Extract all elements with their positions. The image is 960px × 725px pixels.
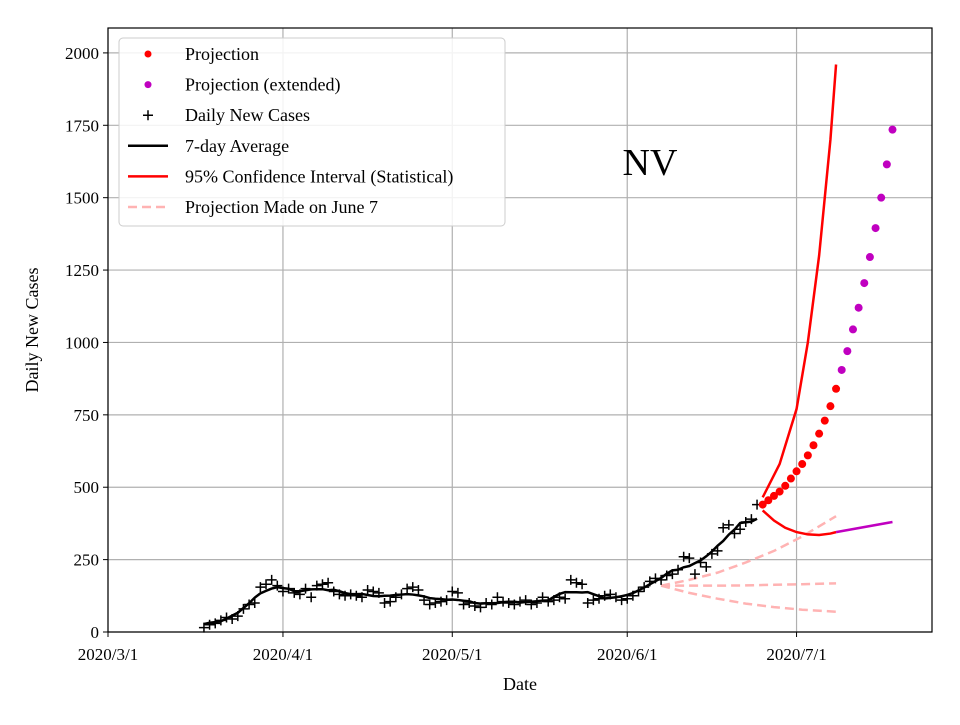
daily-case-point (255, 582, 266, 593)
daily-case-point (701, 561, 712, 572)
y-axis-label: Daily New Cases (22, 268, 42, 393)
daily-case-point (413, 585, 424, 596)
projection-extended-point (871, 224, 880, 233)
projection-point (786, 474, 795, 483)
june7-projection-lower (660, 584, 837, 613)
daily-case-point (317, 579, 328, 590)
y-tick-label: 250 (74, 551, 100, 570)
projection-point (781, 481, 790, 490)
daily-case-point (588, 595, 599, 606)
projection-point (826, 402, 835, 411)
daily-case-point (266, 574, 277, 585)
daily-case-point (351, 590, 362, 601)
legend-label: 95% Confidence Interval (Statistical) (185, 166, 453, 187)
projection-point (809, 441, 818, 450)
projection-extended-point (860, 279, 869, 288)
daily-case-point (362, 585, 373, 596)
daily-case-point (565, 574, 576, 585)
daily-case-point (249, 598, 260, 609)
daily-case-point (407, 582, 418, 593)
daily-case-point (577, 579, 588, 590)
projection-point (832, 384, 841, 393)
ci-upper-line (761, 64, 838, 498)
x-tick-label: 2020/3/1 (78, 645, 138, 664)
daily-case-point (678, 551, 689, 562)
x-axis-label: Date (503, 674, 537, 694)
daily-case-point (582, 598, 593, 609)
daily-case-point (379, 598, 390, 609)
y-tick-label: 1000 (65, 333, 99, 352)
projection-point (803, 451, 812, 460)
daily-case-point (385, 596, 396, 607)
projection-extended-point (837, 365, 846, 374)
projection-extended-point (882, 160, 891, 169)
daily-case-point (560, 593, 571, 604)
projection-extended-point (888, 125, 897, 134)
ticks: 0 250 500 750 1000 1250 1500 1750 2000 2020/3/1 20… (65, 44, 827, 664)
daily-case-point (571, 577, 582, 588)
x-tick-label: 2020/7/1 (766, 645, 826, 664)
daily-case-point (323, 577, 334, 588)
daily-case-point (198, 622, 209, 633)
daily-case-point (531, 598, 542, 609)
daily-case-point (447, 586, 458, 597)
projection-extended-point (848, 325, 857, 334)
daily-case-point (306, 592, 317, 603)
projection-point (775, 487, 784, 496)
june7-projection-upper (660, 515, 837, 587)
daily-case-point (402, 583, 413, 594)
projection-extended-point (843, 347, 852, 356)
projection-point (769, 491, 778, 500)
projection-point (820, 416, 829, 425)
legend-marker-daily (143, 110, 153, 121)
daily-case-point (424, 599, 435, 610)
legend-label: 7-day Average (185, 136, 289, 156)
y-tick-label: 2000 (65, 44, 99, 63)
projection-extended-point (877, 193, 886, 202)
daily-case-point (723, 519, 734, 530)
legend-box (118, 37, 506, 227)
daily-case-point (452, 587, 463, 598)
series (198, 64, 897, 633)
x-tick-label: 2020/5/1 (422, 645, 482, 664)
projection-point (792, 467, 801, 476)
legend-marker-projection (144, 50, 152, 58)
june7-projection-middle (661, 582, 837, 587)
projection-point (798, 460, 807, 469)
daily-case-point (261, 579, 272, 590)
x-tick-label: 2020/4/1 (253, 645, 313, 664)
plot-frame (107, 27, 933, 633)
legend-label: Daily New Cases (185, 105, 310, 125)
daily-case-point (718, 522, 729, 533)
daily-case-point (520, 595, 531, 606)
seven-day-average-line (203, 517, 758, 626)
ci-lower-extended-line (835, 520, 893, 534)
projection-point (758, 500, 767, 509)
daily-case-point (272, 580, 283, 591)
daily-case-point (684, 553, 695, 564)
y-tick-label: 1500 (65, 189, 99, 208)
daily-case-point (735, 524, 746, 535)
chart-title: NV (623, 142, 678, 184)
legend-marker-extended (144, 81, 152, 89)
y-tick-label: 1250 (65, 261, 99, 280)
legend: Projection Projection (extended) Daily New… (118, 37, 506, 227)
legend-label: Projection Made on June 7 (185, 197, 378, 217)
y-tick-label: 500 (74, 478, 100, 497)
legend-label: Projection (extended) (185, 75, 340, 96)
projection-point (764, 496, 773, 505)
projection-point (815, 429, 824, 438)
daily-case-point (689, 569, 700, 580)
y-tick-label: 0 (91, 623, 100, 642)
y-tick-label: 1750 (65, 116, 99, 135)
projection-extended-point (865, 253, 874, 262)
daily-case-point (492, 592, 503, 603)
y-tick-label: 750 (74, 406, 100, 425)
ci-lower-line (761, 509, 837, 537)
legend-label: Projection (185, 44, 259, 64)
projection-extended-point (854, 303, 863, 312)
daily-case-point (289, 587, 300, 598)
x-tick-label: 2020/6/1 (597, 645, 657, 664)
